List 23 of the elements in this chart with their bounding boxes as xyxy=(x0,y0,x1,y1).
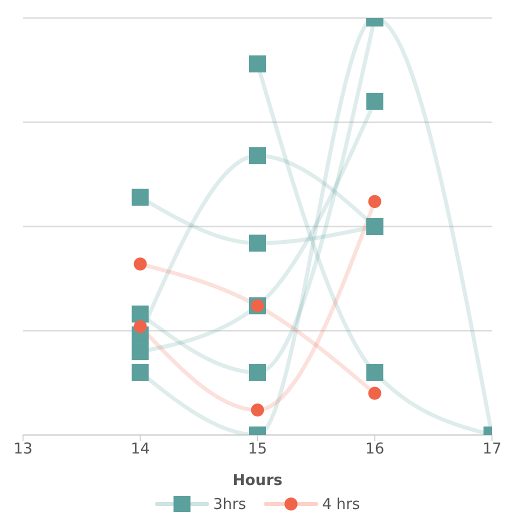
point xyxy=(132,343,149,360)
point xyxy=(368,386,382,400)
point xyxy=(249,147,266,164)
x-tick-label: 15 xyxy=(248,440,268,458)
point xyxy=(249,55,266,72)
point xyxy=(134,258,147,271)
x-tick-label: 17 xyxy=(482,440,502,458)
x-tick-label: 13 xyxy=(13,440,33,458)
legend-label: 4 hrs xyxy=(322,495,360,513)
point xyxy=(366,364,384,381)
point xyxy=(132,364,149,381)
legend-label: 3hrs xyxy=(213,495,246,513)
point xyxy=(366,92,384,110)
x-tick-label: 16 xyxy=(365,440,384,458)
point xyxy=(368,194,382,208)
point xyxy=(251,403,264,416)
point xyxy=(249,234,266,252)
point xyxy=(132,306,149,323)
x-axis-title: Hours xyxy=(232,471,282,489)
point xyxy=(249,364,266,381)
point xyxy=(132,188,149,206)
x-tick-label: 14 xyxy=(130,440,150,458)
point xyxy=(134,320,147,334)
